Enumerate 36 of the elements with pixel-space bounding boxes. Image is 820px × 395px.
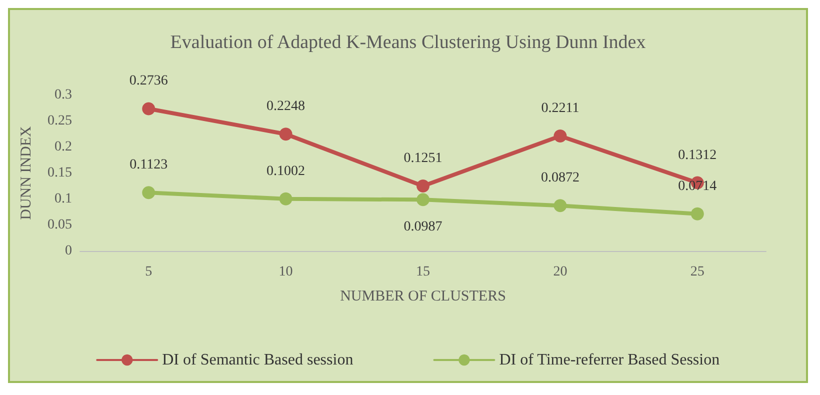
- y-tick-label: 0.25: [48, 114, 72, 128]
- y-tick-label: 0.15: [48, 166, 72, 180]
- data-label: 0.1002: [266, 164, 306, 179]
- x-tick-label: 10: [278, 264, 293, 280]
- y-tick-label: 0.2: [54, 140, 72, 154]
- point: [690, 207, 704, 220]
- data-label: 0.1251: [404, 150, 442, 166]
- y-tick-label: 0: [65, 244, 72, 258]
- y-tick-label: 0.3: [54, 88, 72, 102]
- point: [416, 179, 430, 192]
- data-label: 0.0872: [540, 170, 580, 186]
- chart-title: Evaluation of Adapted K-Means Clustering Using Dunn Index: [170, 32, 646, 53]
- point: [279, 128, 292, 141]
- data-label: 0.2736: [129, 74, 168, 89]
- data-label: 0.1123: [130, 158, 168, 173]
- data-label: 0.2248: [266, 99, 306, 114]
- data-label: 0.1312: [678, 148, 717, 163]
- data-label: 0.0987: [404, 220, 442, 235]
- point: [554, 130, 567, 143]
- x-tick-label: 20: [553, 264, 568, 280]
- point: [416, 193, 430, 206]
- y-tick-label: 0.05: [48, 218, 72, 232]
- point: [142, 186, 156, 200]
- data-label: 0.2211: [541, 101, 580, 116]
- x-tick-label: 15: [416, 264, 430, 280]
- legend-label: DI of Time-referrer Based Session: [499, 352, 720, 368]
- data-label: 0.0714: [678, 178, 717, 194]
- point: [554, 199, 567, 212]
- x-tick-label: 5: [145, 264, 152, 280]
- x-axis-title: NUMBER OF CLUSTERS: [340, 288, 506, 304]
- y-tick-label: 0.1: [54, 192, 72, 206]
- point: [142, 102, 156, 116]
- point: [279, 192, 292, 206]
- legend-label: DI of Semantic Based session: [162, 352, 354, 368]
- y-axis-title: DUNN INDEX: [18, 126, 34, 220]
- x-tick-label: 25: [690, 264, 704, 280]
